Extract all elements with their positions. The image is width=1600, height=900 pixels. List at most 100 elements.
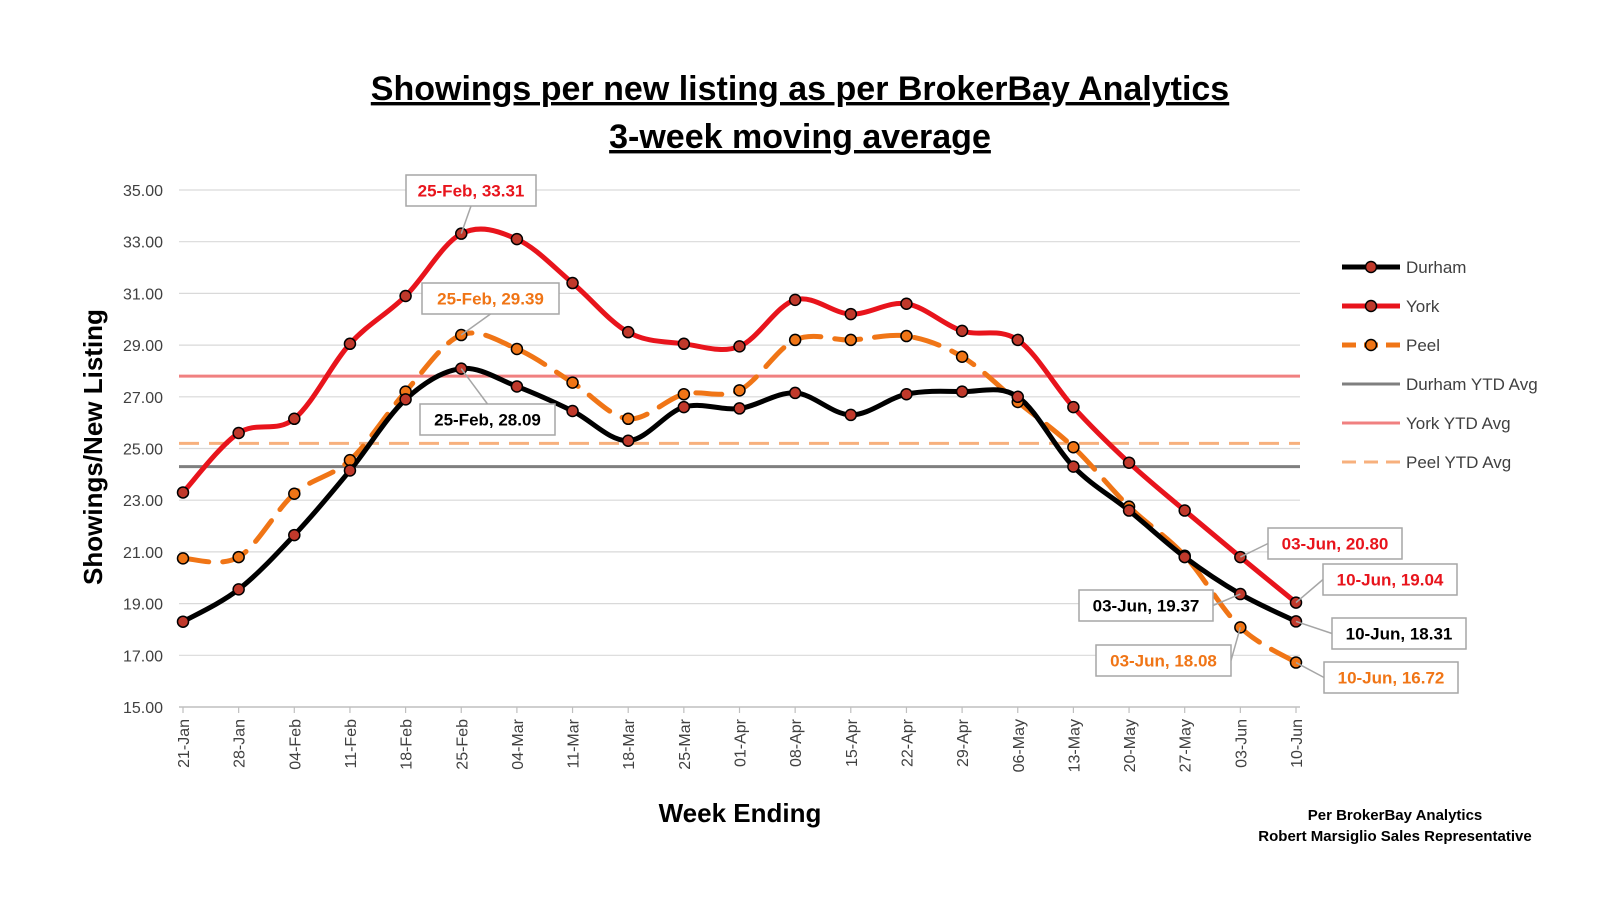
callout-label: 10-Jun, 16.72 <box>1338 669 1445 688</box>
data-point-durham <box>176 615 190 628</box>
legend-label: Peel YTD Avg <box>1406 453 1511 472</box>
callout-label: 03-Jun, 20.80 <box>1282 535 1389 554</box>
data-point-peel <box>232 550 245 564</box>
data-point-peel <box>288 487 301 500</box>
data-point-durham <box>1122 504 1136 517</box>
y-tick-label: 19.00 <box>123 597 163 614</box>
chart-title: Showings per new listing as per BrokerBa… <box>371 70 1229 108</box>
x-tick-label: 27-May <box>1178 719 1195 772</box>
callout-leader <box>460 205 472 234</box>
series-line-york <box>180 226 1299 606</box>
y-tick-label: 23.00 <box>123 493 163 510</box>
callout-leader <box>1240 542 1269 558</box>
data-point-durham <box>900 387 913 401</box>
callout-leader <box>1295 661 1325 679</box>
callout-label: 10-Jun, 18.31 <box>1346 625 1453 644</box>
data-point-durham <box>1178 550 1191 564</box>
x-tick-label: 04-Feb <box>287 719 304 770</box>
x-tick-label: 08-Apr <box>788 718 805 767</box>
callout-label: 10-Jun, 19.04 <box>1337 571 1444 590</box>
callouts: 25-Feb, 33.31 25-Feb, 29.39 25-Feb, 28.09 0… <box>405 174 1467 694</box>
x-tick-label: 06-May <box>1011 719 1028 772</box>
x-tick-label: 18-Feb <box>399 719 416 770</box>
y-tick-label: 29.00 <box>123 338 163 355</box>
legend-marker <box>1364 260 1378 274</box>
x-tick-label: 15-Apr <box>844 718 861 767</box>
data-point-peel <box>621 412 635 426</box>
data-point-durham <box>232 583 245 596</box>
data-point-peel <box>566 376 579 389</box>
callout-leader <box>1230 627 1242 661</box>
data-point-durham <box>566 404 579 418</box>
x-tick-label: 21-Jan <box>176 719 193 768</box>
data-point-york <box>343 337 357 351</box>
data-point-durham <box>1011 390 1024 404</box>
data-point-durham <box>288 528 301 542</box>
x-tick-label: 20-May <box>1122 719 1139 772</box>
callout-box <box>419 403 556 436</box>
x-tick-label: 03-Jun <box>1233 719 1250 768</box>
data-point-york <box>733 340 746 353</box>
callout-leader <box>460 368 489 405</box>
x-axis-title: Week Ending <box>659 798 822 828</box>
footer-line-1: Per BrokerBay Analytics <box>1308 807 1483 824</box>
callout-box <box>1078 589 1214 622</box>
callout-label: 03-Jun, 18.08 <box>1110 652 1217 671</box>
y-tick-label: 25.00 <box>123 442 163 459</box>
chart-subtitle: 3-week moving average <box>609 118 991 156</box>
callout-leader <box>1212 593 1241 607</box>
callout-box <box>1095 644 1232 677</box>
callout-label: 03-Jun, 19.37 <box>1093 597 1200 616</box>
callout-box <box>1267 527 1403 560</box>
y-tick-label: 15.00 <box>123 700 163 717</box>
callout-box <box>1331 617 1467 650</box>
legend-marker <box>1364 299 1378 313</box>
data-point-durham <box>343 464 357 477</box>
data-point-york <box>232 426 245 440</box>
data-point-durham <box>621 434 635 447</box>
data-point-york <box>1067 400 1080 414</box>
series-lines <box>176 226 1303 669</box>
callout-box <box>1322 563 1458 596</box>
data-point-york <box>1122 456 1136 469</box>
x-tick-label: 04-Mar <box>510 718 527 769</box>
callout-box <box>1323 661 1459 694</box>
x-tick-label: 25-Feb <box>454 719 471 770</box>
data-point-york <box>399 289 412 303</box>
x-tick-label: 10-Jun <box>1289 719 1306 768</box>
y-tick-label: 27.00 <box>123 390 163 407</box>
y-axis-title: Showings/New Listing <box>78 309 108 585</box>
axes: 15.00 17.00 19.00 21.00 23.00 25.00 27.00 29.00… <box>123 183 1306 772</box>
y-tick-label: 31.00 <box>123 286 163 303</box>
data-point-peel <box>900 329 913 343</box>
data-point-york <box>900 297 913 310</box>
callout-label: 25-Feb, 28.09 <box>434 411 541 430</box>
x-tick-label: 11-Feb <box>343 719 360 769</box>
data-point-york <box>288 412 301 426</box>
x-tick-label: 29-Apr <box>955 718 972 767</box>
legend-label: Durham YTD Avg <box>1406 375 1538 394</box>
data-point-york <box>677 337 691 351</box>
x-tick-label: 01-Apr <box>733 718 750 767</box>
legend-label: Peel <box>1406 336 1440 355</box>
footer-line-2: Robert Marsiglio Sales Representative <box>1258 828 1531 845</box>
callout-leader <box>1295 620 1333 635</box>
data-point-york <box>510 232 524 246</box>
callout-leader <box>460 313 491 336</box>
data-point-durham <box>510 380 524 393</box>
callout-box <box>421 282 560 315</box>
data-point-durham <box>788 386 802 400</box>
x-tick-label: 13-May <box>1066 719 1083 772</box>
data-point-peel <box>510 342 524 356</box>
data-point-peel <box>343 453 357 467</box>
y-tick-label: 33.00 <box>123 235 163 252</box>
data-point-york <box>788 293 802 307</box>
data-point-peel <box>176 552 190 565</box>
x-tick-label: 18-Mar <box>621 718 638 769</box>
data-point-peel <box>677 387 691 401</box>
x-tick-label: 28-Jan <box>232 719 249 768</box>
data-point-york <box>566 276 579 290</box>
x-tick-label: 11-Mar <box>566 718 583 768</box>
data-point-durham <box>399 393 412 406</box>
